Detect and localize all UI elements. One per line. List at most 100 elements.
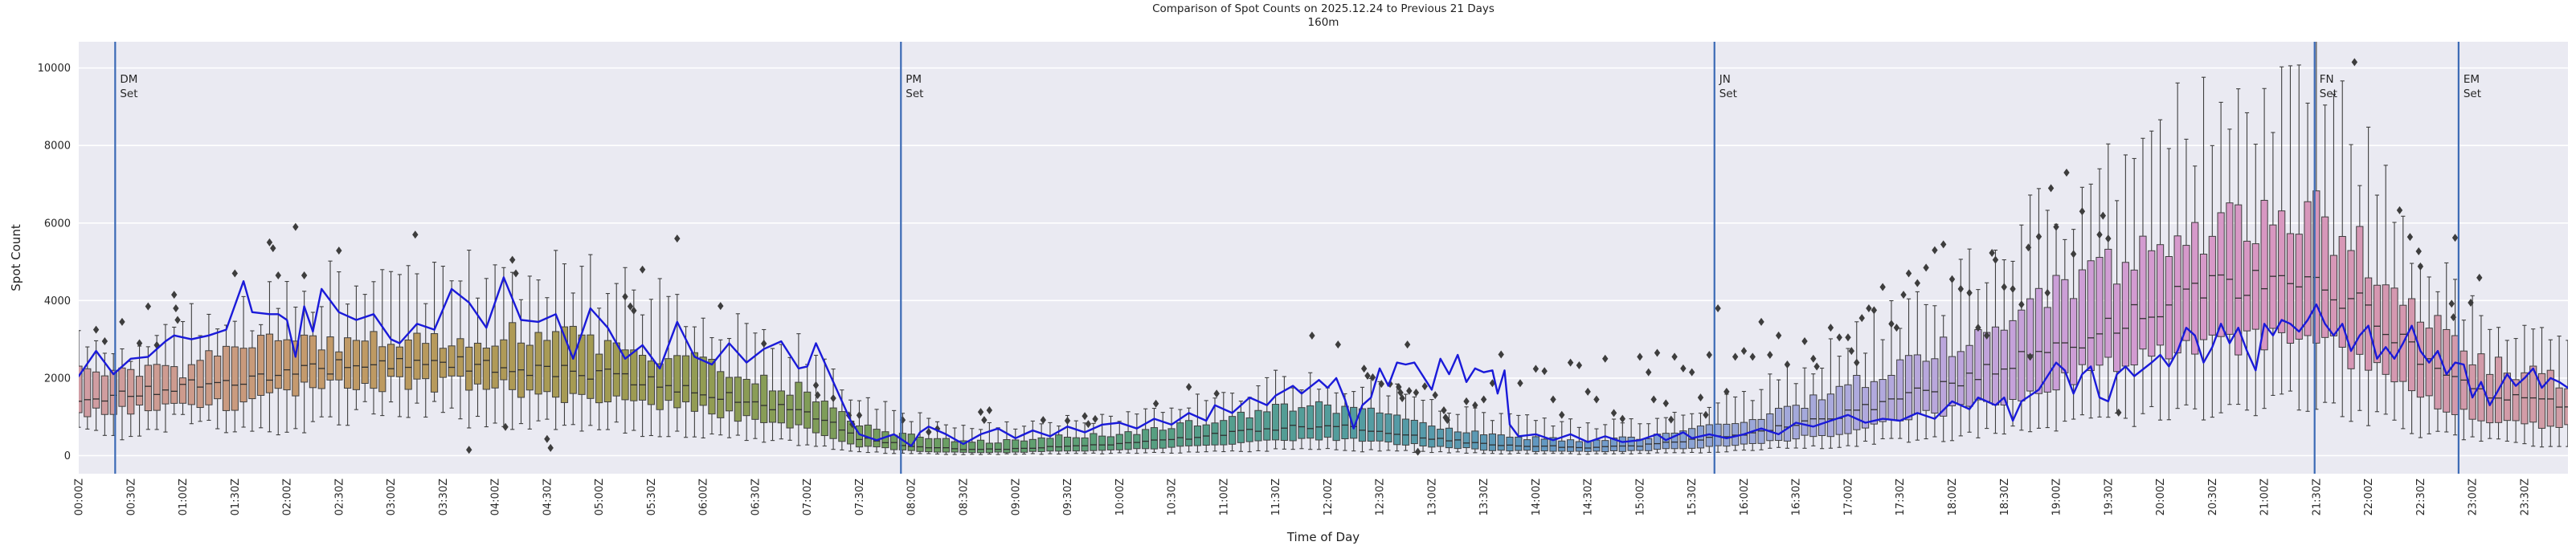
box-and-whisker [2529,328,2537,447]
box-and-whisker [1150,408,1159,454]
box-and-whisker [1028,420,1037,454]
box-and-whisker [1046,422,1054,454]
box-and-whisker [1818,367,1826,450]
box-and-whisker [812,354,820,447]
box-and-whisker [491,264,499,424]
box-and-whisker [968,428,976,455]
x-tick-label: 18:00Z [1947,479,1959,515]
box-and-whisker [1072,420,1080,454]
outlier-diamond [1948,275,1956,283]
box-and-whisker [1540,417,1548,454]
x-tick-label: 17:30Z [1895,479,1907,515]
box-and-whisker [292,306,300,430]
outlier-diamond [1406,386,1413,395]
outlier-diamond [101,337,108,346]
box-and-whisker [2156,119,2165,421]
box-and-whisker [1844,348,1852,446]
y-tick-label: 0 [64,450,71,462]
box-and-whisker [1376,381,1384,452]
outlier-diamond [2351,58,2358,67]
box-and-whisker [1358,386,1367,453]
box-and-whisker [2269,132,2277,397]
box-and-whisker [2148,130,2156,408]
outlier-diamond [301,271,308,279]
outlier-diamond [1688,368,1695,377]
x-tick-label: 19:30Z [2103,479,2115,515]
outlier-diamond [1480,395,1487,404]
x-tick-labels: 00:00Z 00:30Z 01:00Z 01:30Z 02:00Z 02:30Z 03:0… [74,479,2532,515]
outlier-diamond [1866,304,1872,313]
outlier-diamond [1064,417,1071,426]
box-and-whisker [2026,194,2034,433]
chart-title-line1: Comparison of Spot Counts on 2025.12.24 … [1152,2,1494,15]
box-and-whisker [587,254,595,426]
outlier-diamond [2079,207,2086,216]
outlier-diamond [1646,368,1652,377]
outlier-diamond [1399,394,1405,403]
outlier-diamond [1335,340,1341,349]
event-line-dm-set: DM Set [114,42,138,474]
x-tick-label: 09:30Z [1062,479,1074,515]
outlier-diamond [1879,283,1886,291]
box-and-whisker [1965,248,1973,433]
outlier-diamond [1801,337,1808,346]
box-and-whisker [1480,412,1488,454]
box-and-whisker [2191,165,2199,409]
x-tick-label: 20:30Z [2207,479,2219,515]
outlier-diamond [2396,206,2403,214]
box-and-whisker [386,271,395,403]
box-and-whisker [1237,401,1245,452]
outlier-diamond [2070,250,2077,259]
outlier-diamond [1703,410,1709,419]
box-and-whisker [734,313,742,436]
box-and-whisker [2365,126,2373,426]
outlier-diamond [1619,414,1626,423]
box-and-whisker [395,274,403,417]
box-and-whisker [959,425,967,455]
outlier-diamond [2053,222,2059,231]
box-and-whisker [1437,410,1445,453]
box-and-whisker [205,313,213,422]
outlier-diamond [1957,284,1964,293]
outlier-diamond [1637,352,1643,361]
box-and-whisker [118,348,126,441]
box-and-whisker [664,295,673,438]
box-and-whisker [2235,88,2243,405]
box-and-whisker [187,303,195,425]
outlier-diamond [1732,352,1739,361]
event-markers: DM Set PM Set JN Set FN Set EM Set [114,42,2481,474]
outlier-diamond [544,434,550,443]
outlier-diamond [1900,291,1907,299]
box-and-whisker [2130,157,2138,427]
box-and-whisker [100,352,108,436]
outlier-diamond [1550,395,1556,404]
box-and-whisker [1176,409,1184,454]
box-and-whisker [1124,411,1132,454]
y-tick-label: 10000 [38,63,71,75]
box-and-whisker [1341,393,1349,451]
box-and-whisker [153,335,161,430]
box-and-whisker [1384,395,1392,451]
x-tick-label: 04:30Z [542,479,554,515]
box-and-whisker [2555,336,2563,447]
box-and-whisker [2546,339,2554,447]
x-tick-label: 13:30Z [1478,479,1490,515]
box-and-whisker [656,278,664,438]
box-and-whisker [2165,148,2173,421]
box-and-whisker [2217,101,2225,413]
outlier-diamond [1369,373,1376,381]
box-and-whisker [1445,413,1454,454]
box-and-whisker [222,324,231,434]
outlier-diamond [1532,365,1539,373]
box-and-whisker [144,346,152,430]
outlier-diamond [2001,283,2007,291]
outlier-diamond [1421,382,1428,391]
outlier-diamond [1845,333,1851,342]
outlier-diamond [1584,387,1591,396]
box-and-whisker [1835,356,1843,448]
outlier-diamond [292,222,299,231]
box-and-whisker [1202,400,1210,453]
box-and-whisker [1159,412,1167,454]
